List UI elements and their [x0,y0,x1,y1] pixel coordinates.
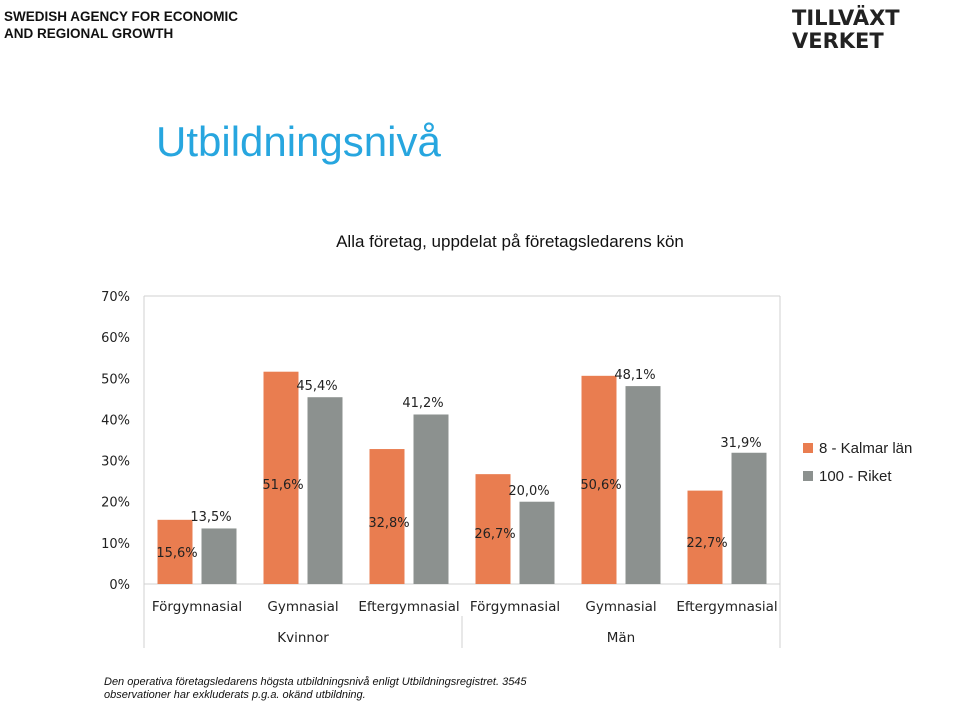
agency-name: SWEDISH AGENCY FOR ECONOMIC AND REGIONAL… [4,8,238,42]
footnote: Den operativa företagsledarens högsta ut… [104,676,527,702]
y-tick-label: 20% [101,496,130,511]
data-label: 45,4% [296,379,337,394]
data-label: 13,5% [190,510,231,525]
data-label: 15,6% [156,546,197,561]
logo-line2: VERKET [792,29,884,52]
slide-title: Utbildningsnivå [156,118,441,165]
legend-item-riket: 100 - Riket [803,462,912,490]
bar-kalmar [263,371,299,584]
x-tick-label: Eftergymnasial [358,599,459,615]
bar-riket [731,452,767,584]
data-label: 48,1% [614,368,655,383]
group-label: Män [607,630,635,646]
footnote-line1: Den operativa företagsledarens högsta ut… [104,676,527,688]
data-label: 50,6% [580,478,621,493]
y-tick-label: 50% [101,372,130,387]
bar-kalmar [369,449,405,584]
bar-kalmar [157,519,193,584]
bar-riket [625,386,661,584]
y-tick-label: 40% [101,413,130,428]
data-label: 51,6% [262,478,303,493]
data-label: 22,7% [686,536,727,551]
data-label: 32,8% [368,516,409,531]
agency-name-line1: SWEDISH AGENCY FOR ECONOMIC [4,9,239,24]
bar-riket [307,397,343,584]
data-label: 41,2% [402,396,443,411]
x-tick-label: Eftergymnasial [676,599,777,615]
chart-title: Alla företag, uppdelat på företagsledare… [336,232,684,251]
legend-label-riket: 100 - Riket [819,467,892,485]
x-tick-label: Förgymnasial [470,599,560,615]
logo-line1: TILLVÄXT [792,5,900,30]
bar-kalmar [687,490,723,584]
y-tick-label: 30% [101,455,130,470]
y-tick-label: 60% [101,331,130,346]
bar-kalmar [581,375,617,584]
group-label: Kvinnor [277,630,329,646]
legend-swatch-kalmar [803,443,813,453]
y-tick-label: 70% [101,290,130,305]
legend-swatch-riket [803,471,813,481]
data-label: 20,0% [508,484,549,499]
legend-label-kalmar: 8 - Kalmar län [819,439,913,457]
bar-riket [413,414,449,584]
footnote-line2: observationer har exkluderats p.g.a. okä… [104,689,366,701]
y-tick-label: 10% [101,537,130,552]
legend-item-kalmar: 8 - Kalmar län [803,434,912,462]
legend: 8 - Kalmar län 100 - Riket [803,434,912,490]
bar-riket [519,501,555,584]
agency-name-line2: AND REGIONAL GROWTH [4,26,174,41]
data-label: 26,7% [474,527,515,542]
bar-riket [201,528,237,584]
bar-kalmar [475,474,511,584]
data-label: 31,9% [720,436,761,451]
x-tick-label: Gymnasial [267,599,338,615]
y-tick-label: 0% [109,578,130,593]
x-tick-label: Gymnasial [585,599,656,615]
x-tick-label: Förgymnasial [152,599,242,615]
tillvaxtverket-logo: TILLVÄXT VERKET [792,5,900,52]
